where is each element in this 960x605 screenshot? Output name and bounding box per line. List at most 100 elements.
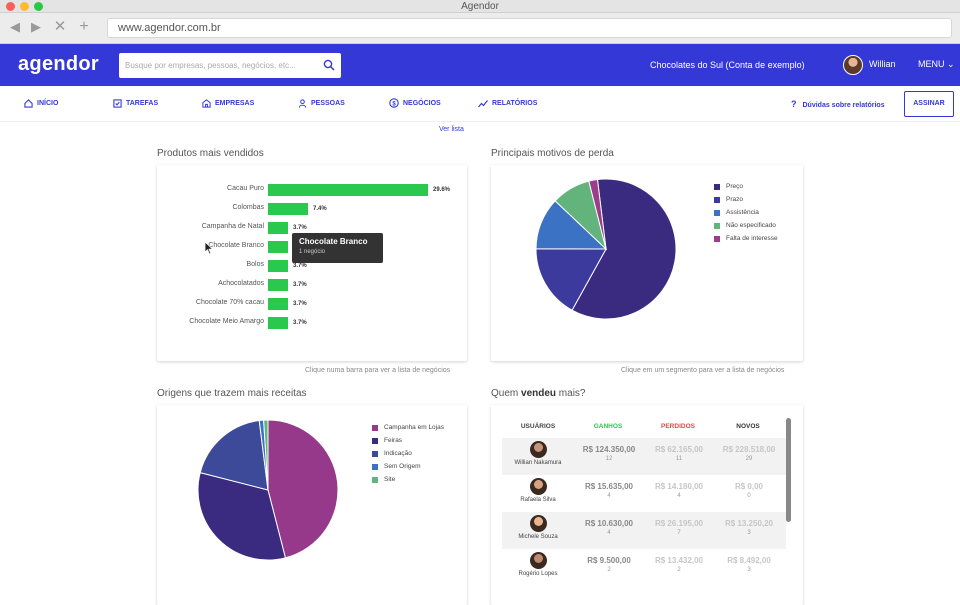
legend-label: Indicação [384, 450, 412, 457]
loss-title: Principais motivos de perda [491, 148, 614, 159]
pie-slice[interactable] [535, 248, 607, 311]
bar[interactable] [268, 260, 288, 272]
nav-item-negocios[interactable]: $ NEGÓCIOS [389, 86, 441, 122]
origins-pie-chart [197, 419, 339, 561]
legend-item[interactable]: Campanha em Lojas [372, 421, 444, 434]
legend-label: Prazo [726, 196, 743, 203]
cell-value: R$ 9.500,00 [587, 556, 631, 565]
cell-count: 4 [677, 493, 681, 499]
legend-item[interactable]: Não especificado [714, 219, 778, 232]
legend-label: Campanha em Lojas [384, 424, 444, 431]
col-header-new[interactable]: NOVOS [736, 423, 760, 430]
ver-lista-link[interactable]: Ver lista [439, 126, 464, 133]
table-row[interactable]: Willian Nakamura R$ 124.350,00 12 R$ 62.165… [502, 438, 786, 475]
bar-category-label: Achocolatados [218, 280, 264, 287]
cell-count: 0 [747, 493, 751, 499]
col-header-lost[interactable]: PERDIDOS [661, 423, 695, 430]
legend-swatch [372, 476, 378, 483]
cell-value: R$ 0,00 [734, 482, 764, 491]
legend-label: Site [384, 476, 396, 483]
cell-count: 2 [677, 567, 681, 573]
search-input[interactable]: Busque por empresas, pessoas, negócios, … [119, 53, 341, 78]
menu-button[interactable]: MENU ⌄ [918, 59, 955, 69]
search-icon[interactable] [323, 59, 335, 71]
user-name: Rogério Lopes [518, 571, 558, 577]
close-window-button[interactable] [6, 2, 15, 11]
pie-slice[interactable] [197, 471, 287, 561]
bar-value-label: 3.7% [293, 301, 307, 307]
pie-slice[interactable] [588, 178, 607, 250]
legend-item[interactable]: Prazo [714, 193, 778, 206]
assinar-button[interactable]: ASSINAR [904, 91, 954, 117]
nav-item-empresas[interactable]: EMPRESAS [202, 86, 254, 122]
cell-value: R$ 15.635,00 [584, 482, 634, 491]
bar[interactable] [268, 222, 288, 234]
loss-hint: Clique em um segmento para ver a lista d… [621, 367, 785, 374]
nav-item-pessoas[interactable]: PESSOAS [298, 86, 345, 122]
pie-slice[interactable] [199, 419, 269, 491]
col-header-users: USUÁRIOS [520, 423, 556, 430]
legend-label: Preço [726, 183, 743, 190]
legend-label: Assistência [726, 209, 759, 216]
avatar[interactable] [843, 55, 863, 75]
back-arrow-icon[interactable]: ◀ [10, 19, 20, 34]
legend-label: Não especificado [726, 222, 776, 229]
legend-item[interactable]: Indicação [372, 447, 444, 460]
cell-count: 3 [747, 530, 751, 536]
col-header-won[interactable]: GANHOS [593, 423, 623, 430]
bar-value-label: 3.7% [293, 263, 307, 269]
legend-item[interactable]: Site [372, 473, 444, 486]
pie-slice[interactable] [263, 419, 269, 491]
legend-item[interactable]: Assistência [714, 206, 778, 219]
nav-item-inicio[interactable]: INÍCIO [24, 86, 58, 122]
cell-lost: R$ 14.180,00 4 [642, 482, 716, 499]
cell-count: 3 [747, 567, 751, 573]
forward-arrow-icon[interactable]: ▶ [31, 19, 41, 34]
nav-item-relatorios[interactable]: RELATÓRIOS [478, 86, 537, 122]
bar-category-label: Colombas [232, 204, 264, 211]
user-name: Willian Nakamura [514, 460, 562, 466]
bar[interactable] [268, 279, 288, 291]
cell-won: R$ 124.350,00 12 [572, 445, 646, 462]
chevron-down-icon: ⌄ [947, 59, 955, 69]
sellers-scrollbar[interactable] [786, 418, 791, 522]
bar-value-label: 7.4% [313, 206, 327, 212]
user-name[interactable]: Willian [869, 59, 896, 69]
legend-item[interactable]: Preço [714, 180, 778, 193]
cell-value: R$ 62.165,00 [654, 445, 704, 454]
pie-slice[interactable] [267, 419, 339, 559]
bar[interactable] [268, 241, 288, 253]
legend-item[interactable]: Sem Origem [372, 460, 444, 473]
legend-swatch [372, 450, 378, 457]
svg-text:$: $ [392, 101, 396, 107]
cell-value: R$ 8.492,00 [727, 556, 771, 565]
address-bar[interactable]: www.agendor.com.br [107, 18, 952, 38]
new-tab-icon[interactable]: + [79, 18, 89, 35]
nav-item-tarefas[interactable]: TAREFAS [113, 86, 158, 122]
bar[interactable] [268, 317, 288, 329]
cell-new: R$ 0,00 0 [712, 482, 786, 499]
bar-category-label: Bolos [246, 261, 264, 268]
table-row[interactable]: Rafaela Silva R$ 15.635,00 4 R$ 14.180,00 4 R… [502, 475, 786, 512]
building-icon [202, 98, 211, 108]
chart-line-icon [478, 99, 488, 108]
account-name[interactable]: Chocolates do Sul (Conta de exemplo) [650, 60, 805, 70]
checkbox-icon [113, 99, 122, 108]
table-row[interactable]: Rogério Lopes R$ 9.500,00 2 R$ 13.432,00 2 R$… [502, 549, 786, 586]
bar[interactable] [268, 184, 428, 196]
bar[interactable] [268, 203, 308, 215]
bar-category-label: Chocolate 70% cacau [195, 299, 264, 306]
pie-slice[interactable] [571, 178, 677, 320]
help-link[interactable]: ? Dúvidas sobre relatórios [791, 99, 885, 109]
table-row[interactable]: Michele Souza R$ 10.630,00 4 R$ 26.195,00 7 R… [502, 512, 786, 549]
stop-icon[interactable]: ✕ [53, 18, 67, 35]
bar-value-label: 3.7% [293, 282, 307, 288]
legend-item[interactable]: Feiras [372, 434, 444, 447]
origins-legend: Campanha em Lojas Feiras Indicação Sem Orig… [372, 421, 444, 486]
legend-item[interactable]: Falta de interesse [714, 232, 778, 245]
bar[interactable] [268, 298, 288, 310]
minimize-window-button[interactable] [20, 2, 29, 11]
maximize-window-button[interactable] [34, 2, 43, 11]
agendor-logo[interactable]: agendor [18, 53, 99, 75]
search-placeholder: Busque por empresas, pessoas, negócios, … [125, 61, 296, 70]
